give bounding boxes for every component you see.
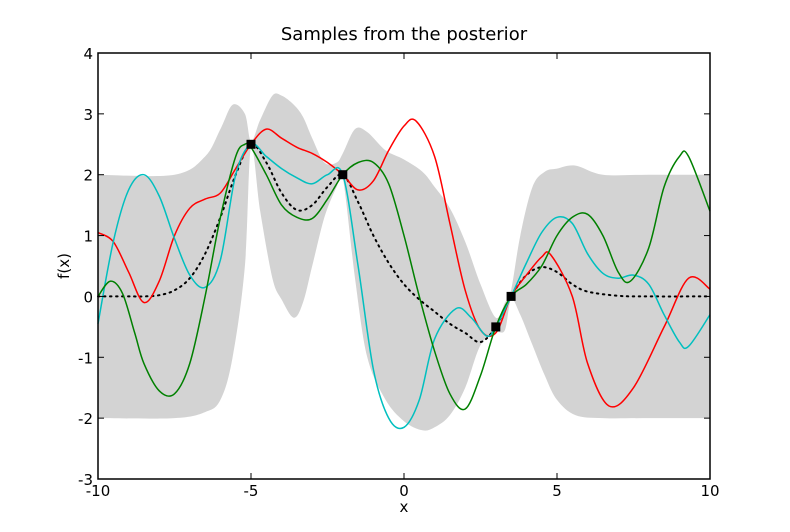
- y-tick-label: 4: [83, 45, 93, 63]
- series-line-sample-2: [97, 143, 711, 430]
- x-axis-ticks: -10 -5 0 5 10: [86, 53, 720, 500]
- x-tick-label: 5: [552, 482, 562, 500]
- x-axis-label: x: [400, 498, 409, 516]
- series-layer: [97, 118, 711, 430]
- y-tick-label: 1: [83, 228, 93, 246]
- y-axis-label: f(x): [55, 253, 73, 279]
- observation-marker: [491, 322, 501, 332]
- y-tick-label: 0: [83, 288, 93, 306]
- y-tick-label: 3: [83, 106, 93, 124]
- y-tick-label: -2: [78, 410, 93, 428]
- observation-marker: [338, 170, 348, 180]
- x-tick-label: 10: [700, 482, 719, 500]
- x-tick-label: 0: [399, 482, 409, 500]
- x-tick-label: -10: [86, 482, 111, 500]
- series-line-posterior-mean: [97, 143, 711, 344]
- confidence-band: [98, 93, 710, 431]
- y-tick-label: 2: [83, 167, 93, 185]
- y-tick-label: -1: [78, 349, 93, 367]
- y-tick-label: -3: [78, 471, 93, 489]
- chart-title: Samples from the posterior: [281, 24, 528, 45]
- observation-markers: [246, 139, 516, 332]
- series-line-sample-1: [97, 118, 711, 408]
- observation-marker: [246, 139, 256, 149]
- plot-area: [97, 93, 711, 431]
- x-tick-label: -5: [244, 482, 259, 500]
- observation-marker: [506, 291, 516, 301]
- y-axis-ticks: -3 -2 -1 0 1 2 3 4: [78, 45, 710, 489]
- series-line-sample-3: [97, 142, 711, 411]
